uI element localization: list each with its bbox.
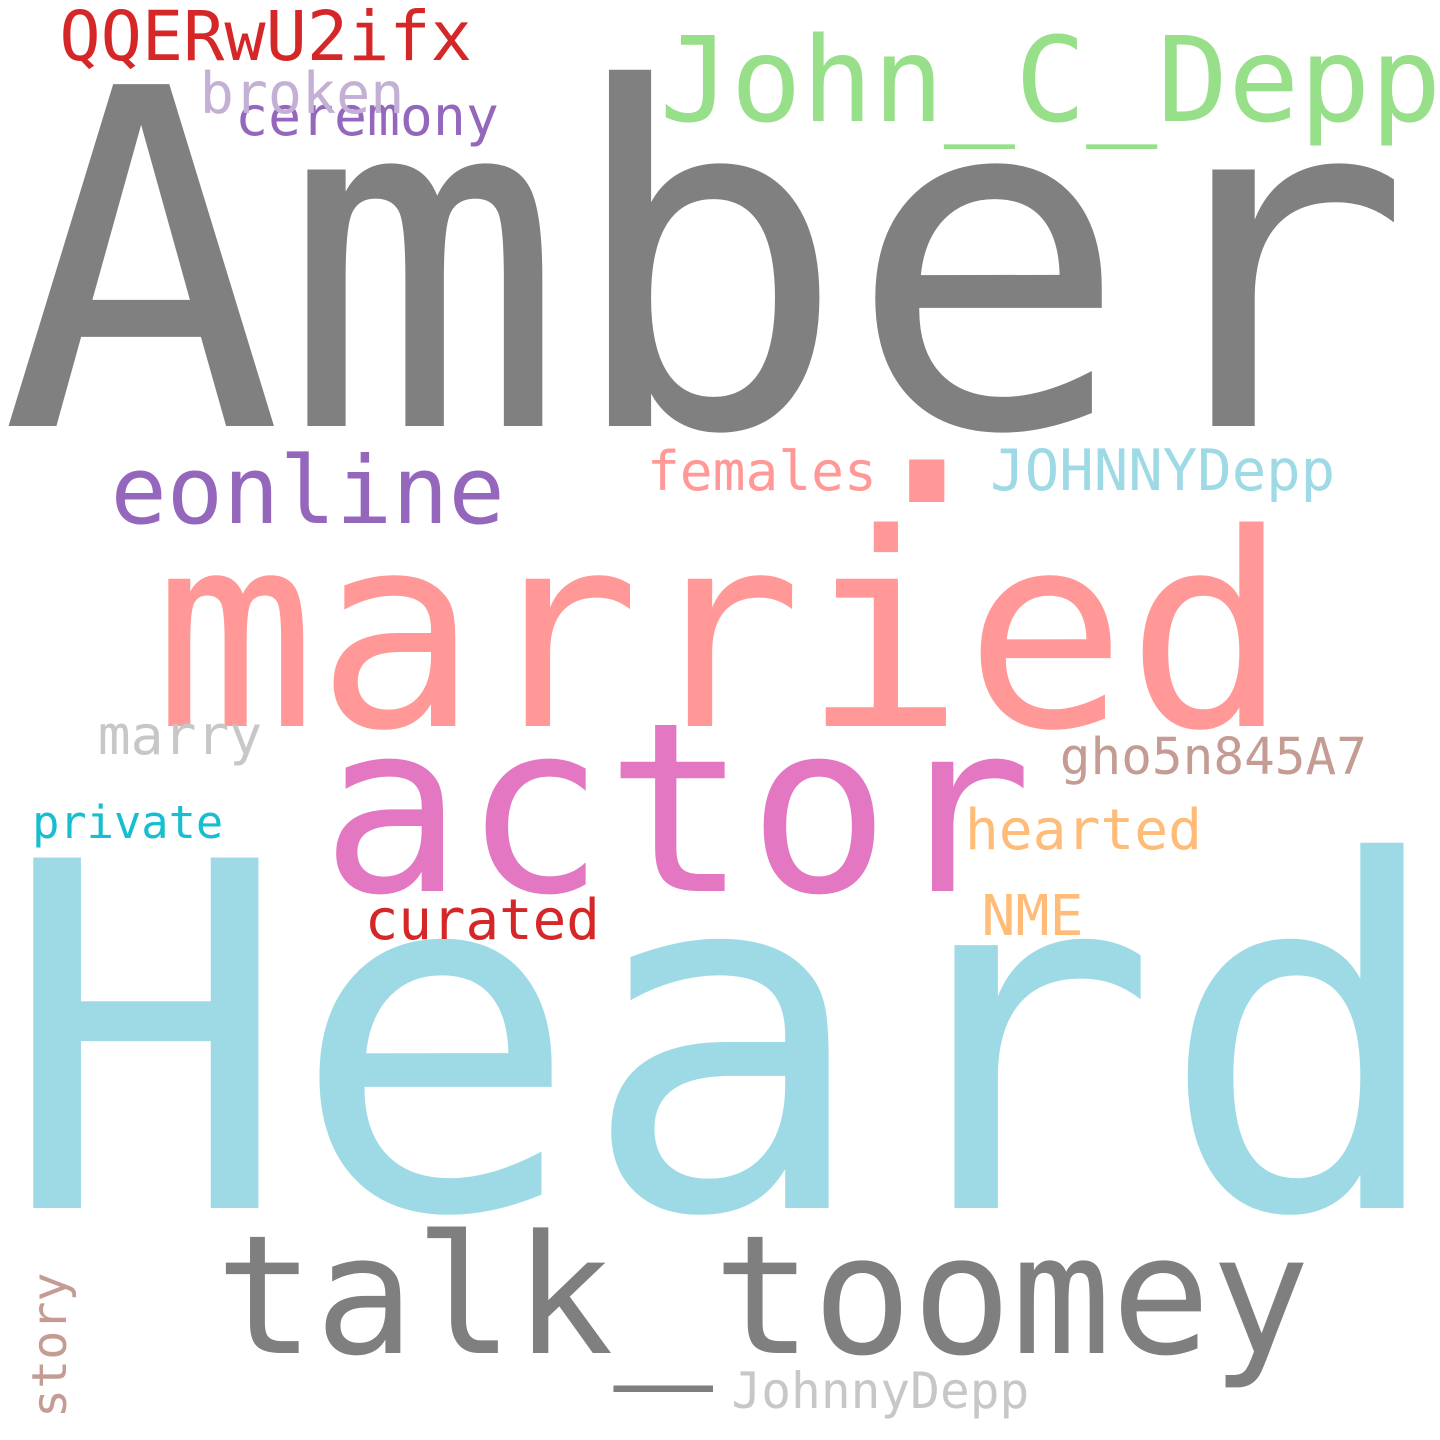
word-curated: curated xyxy=(364,887,600,953)
word-marry: marry xyxy=(97,702,263,767)
word-hearted: hearted xyxy=(964,798,1203,863)
word-dot: . xyxy=(840,238,1013,571)
word-eonline: eonline xyxy=(110,436,505,546)
word-broken: broken xyxy=(199,61,405,127)
word-johnnydepp: JohnnyDepp xyxy=(731,1362,1030,1420)
word-talk-toomey: talk_toomey xyxy=(215,1199,1311,1392)
word-amber: Amber xyxy=(0,0,1412,537)
word-married: married xyxy=(154,476,1289,790)
word-females: females xyxy=(646,439,877,503)
word-private: private xyxy=(32,795,224,849)
word-johnnydepp-upper: JOHNNYDepp xyxy=(990,437,1336,504)
word-john-c-depp: John_C_Depp xyxy=(659,11,1440,149)
word-gho5n845a7: gho5n845A7 xyxy=(1059,728,1367,787)
word-story: story xyxy=(22,1272,78,1419)
word-nme: NME xyxy=(981,883,1084,949)
word-actor: actor xyxy=(320,672,1033,947)
word-ceremony: ceremony xyxy=(235,83,499,148)
word-qqerwu2ifx: QQERwU2ifx xyxy=(59,0,472,77)
word-heard: Heard xyxy=(1,762,1440,1322)
